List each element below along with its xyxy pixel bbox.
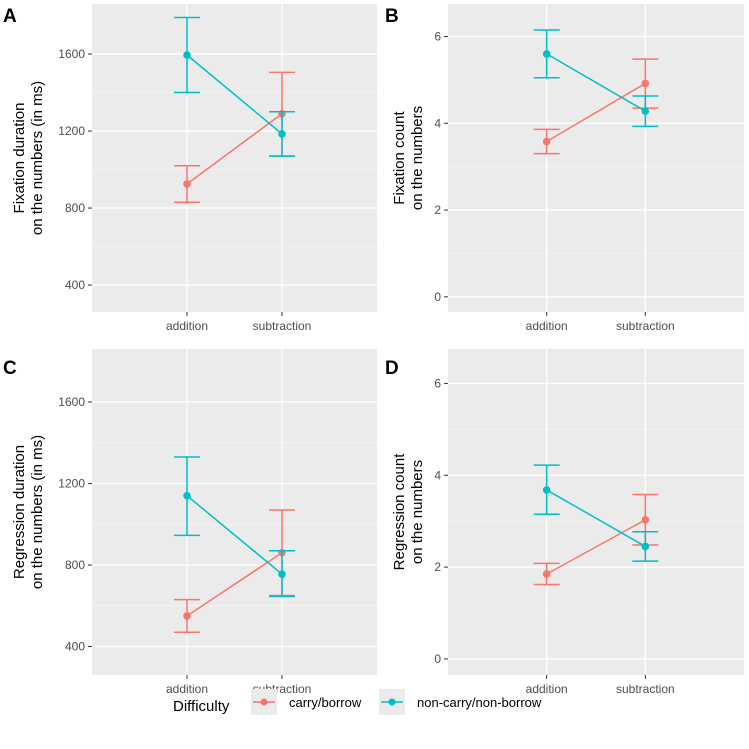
series-noncarry xyxy=(174,456,295,598)
legend-title: Difficulty xyxy=(173,698,230,715)
y-tick-label: 6 xyxy=(434,30,441,44)
legend: Difficulty carry/borrow non-carry/non-bo… xyxy=(173,689,542,715)
y-tick-label: 4 xyxy=(434,468,441,482)
panel-letter: C xyxy=(3,358,17,379)
panel-background xyxy=(92,349,377,675)
data-point xyxy=(542,486,551,494)
legend-key-noncarry xyxy=(379,689,405,715)
data-point xyxy=(183,180,191,188)
y-axis-title: Regression counton the numbers xyxy=(391,453,426,571)
series-line xyxy=(546,82,646,143)
y-tick-label: 400 xyxy=(65,639,85,653)
data-point xyxy=(542,570,551,578)
x-tick-label: subtraction xyxy=(253,319,312,333)
series-line xyxy=(546,489,646,548)
series-noncarry xyxy=(533,29,659,128)
panel-letter: A xyxy=(3,6,17,27)
panel-background xyxy=(448,349,744,675)
data-point xyxy=(641,79,650,88)
y-tick-label: 2 xyxy=(434,203,441,217)
x-tick-label: addition xyxy=(526,682,568,696)
panel-B: 0 2 4 6 addition subtraction Fixation counton … xyxy=(385,4,744,333)
y-tick-label: 1600 xyxy=(58,47,85,61)
panel-background xyxy=(448,4,744,312)
series-line xyxy=(186,113,283,185)
data-point xyxy=(641,542,650,551)
y-tick-label: 4 xyxy=(434,116,441,130)
legend-key-carry xyxy=(251,689,277,715)
series-line xyxy=(186,552,283,617)
panel-A: 400 800 1200 1600 addition subtraction Fixatio… xyxy=(3,4,377,333)
y-axis-title: Fixation durationon the numbers (in ms) xyxy=(11,81,46,235)
x-tick-label: subtraction xyxy=(616,319,675,333)
y-axis-title: Fixation counton the numbers xyxy=(391,106,426,210)
panel-letter: B xyxy=(385,6,399,27)
x-tick-label: addition xyxy=(166,319,208,333)
y-axis-title: Regression durationon the numbers (in ms… xyxy=(11,435,46,589)
x-tick-label: addition xyxy=(166,682,208,696)
series-noncarry xyxy=(174,16,295,157)
panel-D: 0 2 4 6 addition subtraction Regression counto… xyxy=(385,349,744,696)
data-point xyxy=(641,107,650,115)
y-tick-label: 400 xyxy=(65,278,85,292)
series-line xyxy=(546,53,646,112)
y-tick-label: 1200 xyxy=(58,476,85,490)
panel-background xyxy=(92,4,377,312)
y-tick-label: 1200 xyxy=(58,124,85,138)
data-point xyxy=(278,130,286,138)
data-point xyxy=(542,50,551,58)
data-point xyxy=(278,570,286,578)
data-point xyxy=(542,137,551,146)
y-tick-label: 2 xyxy=(434,560,441,574)
y-tick-label: 800 xyxy=(65,558,85,572)
legend-label-carry: carry/borrow xyxy=(289,695,362,710)
y-tick-label: 800 xyxy=(65,201,85,215)
data-point xyxy=(183,51,191,59)
series-line xyxy=(546,519,646,575)
panel-letter: D xyxy=(385,358,399,379)
series-line xyxy=(186,54,283,135)
x-tick-label: addition xyxy=(526,319,568,333)
y-tick-label: 0 xyxy=(434,290,441,304)
y-tick-label: 0 xyxy=(434,652,441,666)
x-tick-label: subtraction xyxy=(616,682,675,696)
data-point xyxy=(183,491,191,500)
y-tick-label: 1600 xyxy=(58,395,85,409)
data-point xyxy=(183,612,191,620)
series-line xyxy=(186,495,283,575)
y-tick-label: 6 xyxy=(434,376,441,390)
data-point xyxy=(641,516,650,524)
series-noncarry xyxy=(533,464,659,562)
legend-label-noncarry: non-carry/non-borrow xyxy=(417,695,542,710)
